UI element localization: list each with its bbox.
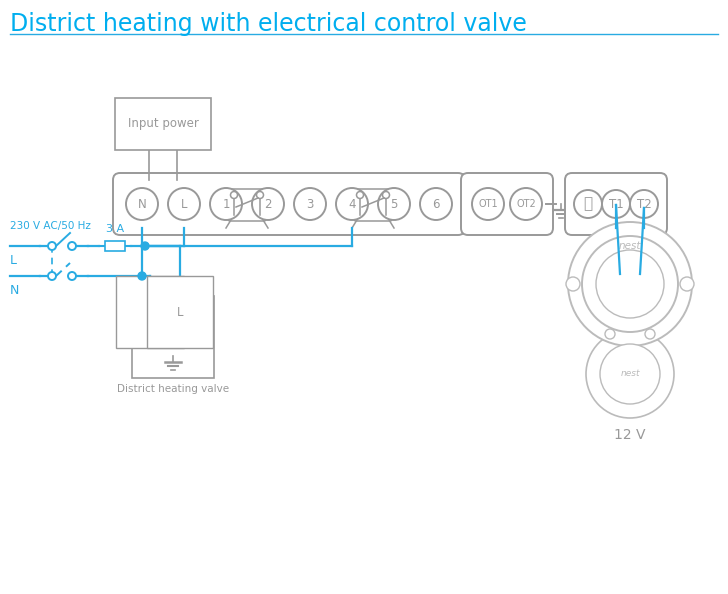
- Circle shape: [294, 188, 326, 220]
- Circle shape: [168, 188, 200, 220]
- FancyBboxPatch shape: [115, 98, 211, 150]
- Circle shape: [602, 190, 630, 218]
- Text: nest: nest: [620, 369, 640, 378]
- FancyBboxPatch shape: [354, 189, 392, 221]
- Circle shape: [605, 329, 615, 339]
- Circle shape: [574, 190, 602, 218]
- Circle shape: [596, 250, 664, 318]
- Circle shape: [680, 277, 694, 291]
- Circle shape: [472, 188, 504, 220]
- Text: 230 V AC/50 Hz: 230 V AC/50 Hz: [10, 221, 91, 231]
- FancyBboxPatch shape: [113, 173, 465, 235]
- Bar: [105, 241, 125, 251]
- Circle shape: [48, 272, 56, 280]
- Text: T1: T1: [609, 197, 623, 210]
- Circle shape: [252, 188, 284, 220]
- Circle shape: [566, 277, 580, 291]
- Circle shape: [568, 222, 692, 346]
- Text: 1: 1: [222, 197, 230, 210]
- Text: N: N: [146, 305, 154, 318]
- Text: T2: T2: [636, 197, 652, 210]
- Text: District heating with electrical control valve: District heating with electrical control…: [10, 12, 527, 36]
- Text: L: L: [177, 305, 183, 318]
- Text: OT2: OT2: [516, 199, 536, 209]
- Circle shape: [68, 242, 76, 250]
- Text: 3: 3: [306, 197, 314, 210]
- Circle shape: [582, 236, 678, 332]
- Circle shape: [382, 191, 389, 198]
- Circle shape: [48, 242, 56, 250]
- Text: OT1: OT1: [478, 199, 498, 209]
- Circle shape: [210, 188, 242, 220]
- Text: District heating valve: District heating valve: [117, 384, 229, 394]
- Text: 2: 2: [264, 197, 272, 210]
- Circle shape: [256, 191, 264, 198]
- FancyBboxPatch shape: [565, 173, 667, 235]
- Circle shape: [336, 188, 368, 220]
- FancyBboxPatch shape: [461, 173, 553, 235]
- Text: N: N: [10, 283, 20, 296]
- Circle shape: [357, 191, 363, 198]
- Circle shape: [510, 188, 542, 220]
- Text: Input power: Input power: [127, 118, 199, 131]
- Circle shape: [378, 188, 410, 220]
- Text: 3 A: 3 A: [106, 224, 124, 234]
- Text: L: L: [10, 254, 17, 267]
- Text: N: N: [138, 197, 146, 210]
- Circle shape: [126, 188, 158, 220]
- Circle shape: [630, 190, 658, 218]
- FancyBboxPatch shape: [228, 189, 266, 221]
- Text: L: L: [181, 197, 187, 210]
- Circle shape: [231, 191, 237, 198]
- Circle shape: [645, 329, 655, 339]
- Text: 4: 4: [348, 197, 356, 210]
- Circle shape: [68, 272, 76, 280]
- Circle shape: [420, 188, 452, 220]
- Text: ⏚: ⏚: [583, 197, 593, 211]
- Text: 6: 6: [432, 197, 440, 210]
- Circle shape: [586, 330, 674, 418]
- Text: 5: 5: [390, 197, 397, 210]
- Text: 12 V: 12 V: [614, 428, 646, 442]
- Circle shape: [138, 272, 146, 280]
- Circle shape: [600, 344, 660, 404]
- Text: nest: nest: [619, 241, 641, 251]
- FancyBboxPatch shape: [132, 296, 214, 378]
- Circle shape: [141, 242, 149, 250]
